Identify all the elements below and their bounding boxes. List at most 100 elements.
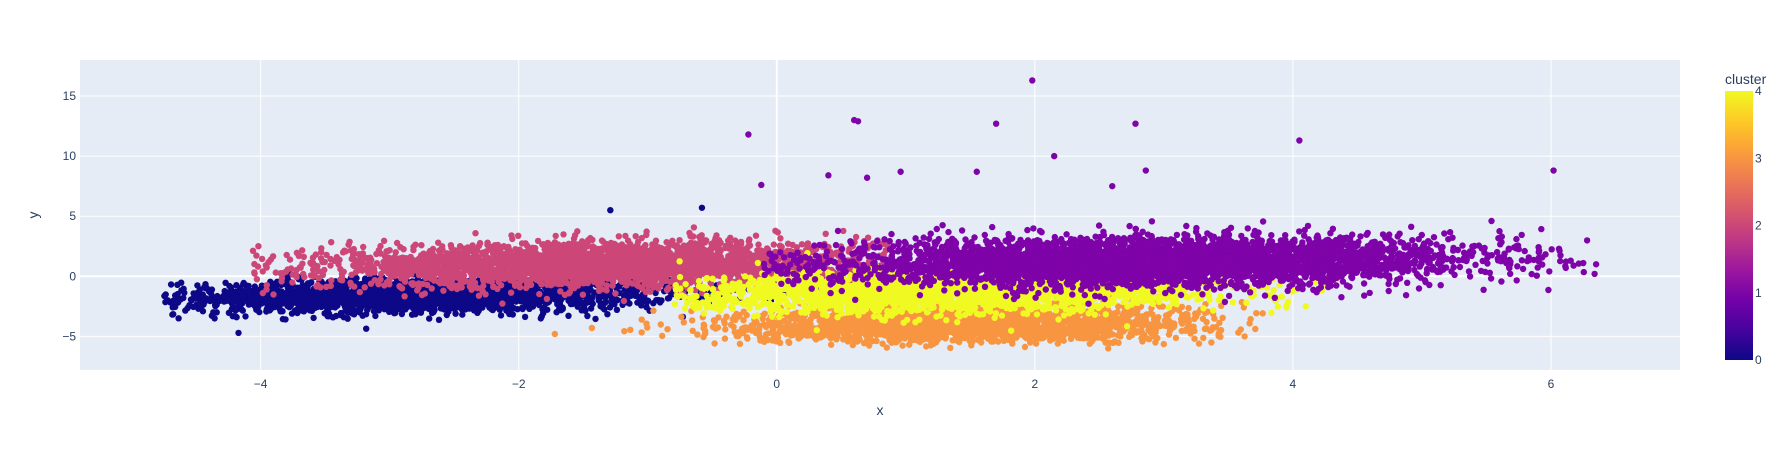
data-point bbox=[598, 237, 606, 244]
data-point bbox=[516, 258, 524, 266]
data-point bbox=[449, 290, 456, 298]
data-point bbox=[430, 274, 437, 281]
data-point bbox=[636, 263, 643, 270]
data-point bbox=[496, 258, 503, 265]
data-point bbox=[443, 311, 450, 319]
data-point bbox=[459, 311, 466, 318]
data-point bbox=[412, 296, 419, 303]
data-point bbox=[589, 244, 596, 251]
data-point bbox=[440, 306, 448, 313]
data-point bbox=[421, 290, 428, 297]
data-point bbox=[360, 243, 367, 251]
data-point bbox=[822, 230, 829, 237]
data-point bbox=[687, 232, 694, 240]
data-point bbox=[409, 281, 417, 289]
data-point bbox=[697, 254, 704, 261]
data-point bbox=[440, 287, 447, 294]
data-point bbox=[348, 271, 355, 278]
data-point bbox=[312, 251, 319, 258]
data-point bbox=[638, 254, 646, 261]
data-point bbox=[346, 238, 353, 245]
data-point bbox=[442, 263, 449, 270]
data-point bbox=[676, 237, 683, 244]
data-point bbox=[235, 329, 242, 337]
data-point bbox=[430, 293, 437, 300]
data-point bbox=[480, 282, 487, 290]
data-point bbox=[774, 229, 781, 236]
data-point bbox=[472, 230, 479, 237]
data-point bbox=[307, 279, 315, 286]
data-point bbox=[229, 313, 236, 320]
data-point bbox=[604, 256, 612, 263]
data-point bbox=[497, 312, 505, 319]
data-point bbox=[632, 233, 639, 240]
data-point bbox=[784, 240, 792, 247]
data-point bbox=[589, 300, 596, 307]
data-point bbox=[167, 281, 175, 288]
data-point bbox=[689, 270, 696, 277]
data-point bbox=[664, 295, 672, 302]
data-point bbox=[327, 262, 334, 269]
data-point bbox=[410, 257, 417, 264]
data-point bbox=[612, 290, 619, 297]
data-point bbox=[351, 300, 358, 307]
data-point bbox=[508, 265, 515, 273]
data-point bbox=[202, 285, 209, 292]
data-point bbox=[479, 251, 487, 258]
data-point bbox=[633, 292, 640, 300]
data-point bbox=[578, 307, 585, 314]
data-point bbox=[174, 290, 181, 298]
data-point bbox=[323, 251, 330, 259]
data-point bbox=[656, 299, 664, 306]
data-point bbox=[390, 293, 397, 300]
data-point bbox=[246, 288, 254, 295]
data-point bbox=[392, 309, 399, 316]
data-point bbox=[181, 289, 188, 296]
data-point bbox=[359, 312, 366, 319]
data-point bbox=[484, 258, 492, 265]
data-point bbox=[521, 313, 529, 321]
data-point bbox=[277, 308, 284, 315]
data-point bbox=[536, 290, 543, 298]
data-point bbox=[251, 283, 258, 290]
data-point bbox=[327, 291, 334, 299]
data-point bbox=[603, 282, 610, 289]
data-point bbox=[448, 284, 455, 292]
data-point bbox=[363, 325, 370, 332]
data-point bbox=[526, 305, 533, 312]
data-point bbox=[272, 299, 279, 306]
data-point bbox=[690, 253, 697, 260]
data-point bbox=[620, 297, 628, 305]
data-point bbox=[584, 312, 591, 320]
data-point bbox=[397, 283, 404, 291]
data-point bbox=[255, 243, 262, 250]
data-point bbox=[182, 307, 189, 314]
data-point bbox=[446, 297, 453, 304]
data-point bbox=[403, 273, 410, 280]
data-point bbox=[626, 300, 633, 307]
data-point bbox=[519, 304, 526, 311]
data-point bbox=[534, 237, 542, 245]
data-point bbox=[386, 308, 393, 315]
data-point bbox=[242, 313, 249, 320]
data-point bbox=[776, 242, 784, 249]
data-point bbox=[397, 244, 404, 251]
data-point bbox=[621, 292, 629, 299]
data-point bbox=[559, 305, 566, 313]
data-point bbox=[560, 231, 567, 238]
data-point bbox=[645, 267, 652, 275]
data-point bbox=[517, 298, 524, 305]
data-point bbox=[253, 276, 261, 283]
data-point bbox=[497, 249, 504, 256]
data-point bbox=[608, 273, 616, 280]
data-point bbox=[622, 232, 629, 240]
data-point bbox=[636, 247, 644, 254]
data-point bbox=[251, 270, 258, 277]
data-point bbox=[579, 291, 587, 298]
data-point bbox=[609, 264, 617, 271]
data-point bbox=[226, 282, 233, 290]
data-point bbox=[730, 244, 737, 251]
data-point bbox=[527, 245, 534, 253]
data-point bbox=[372, 312, 379, 320]
